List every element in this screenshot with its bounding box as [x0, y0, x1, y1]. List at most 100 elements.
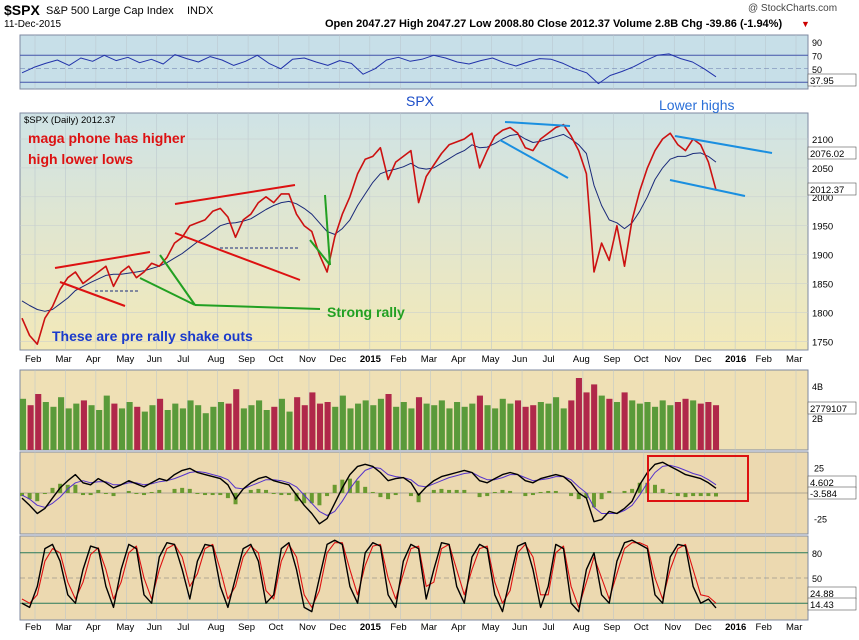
volume-bar — [339, 395, 346, 450]
volume-bar — [96, 410, 103, 450]
rsi-tick-label: 50 — [812, 65, 822, 75]
macd-histogram-bar — [302, 493, 307, 504]
macd-histogram-bar — [569, 493, 574, 497]
volume-bar — [157, 398, 164, 450]
volume-bar — [476, 395, 483, 450]
macd-histogram-bar — [225, 493, 230, 499]
macd-histogram-bar — [126, 490, 131, 493]
macd-histogram-bar — [187, 488, 192, 493]
macd-histogram-bar — [477, 493, 482, 498]
x-tick-label-price: Jun — [147, 354, 162, 365]
x-tick-label-price: Sep — [603, 354, 620, 365]
volume-bar — [316, 403, 324, 450]
macd-histogram-bar — [576, 493, 581, 500]
volume-bar — [65, 408, 72, 450]
macd-signal-line — [21, 464, 717, 516]
volume-bar — [621, 392, 628, 450]
x-tick-label-price: 2016 — [725, 354, 746, 365]
macd-histogram-bar — [538, 491, 543, 493]
volume-bar — [126, 402, 133, 450]
price-panel — [19, 112, 809, 351]
x-tick-label-bottom: Nov — [299, 622, 316, 633]
volume-bar — [73, 403, 80, 450]
x-tick-label-price: Jul — [177, 354, 189, 365]
volume-bar — [149, 405, 156, 450]
volume-bar — [256, 400, 263, 450]
volume-bar — [400, 402, 407, 450]
volume-bar — [667, 405, 674, 450]
volume-bar — [659, 400, 666, 450]
stochastic-value-2: 14.43 — [810, 600, 834, 611]
volume-bar — [217, 402, 225, 450]
volume-current-value: 2779107 — [810, 404, 847, 415]
volume-bar — [294, 397, 301, 450]
macd-histogram-bar — [363, 486, 368, 493]
annotation-strong-rally: Strong rally — [327, 304, 405, 320]
chevron-down-icon[interactable]: ▼ — [801, 19, 810, 29]
macd-histogram-bar — [210, 493, 215, 496]
stochastic-signal-line — [21, 542, 717, 608]
price-y-tick-label: 2100 — [812, 135, 833, 146]
annotation-spx: SPX — [406, 93, 435, 109]
green-line-2 — [194, 304, 321, 310]
x-tick-label-bottom: Dec — [695, 622, 712, 633]
volume-bar — [301, 405, 308, 450]
volume-bar — [172, 403, 179, 450]
price-y-tick-label: 2050 — [812, 164, 833, 175]
chart-exchange: INDX — [187, 5, 214, 17]
macd-histogram-bar — [660, 488, 665, 493]
volume-bar — [431, 405, 438, 450]
volume-bar — [514, 400, 522, 450]
volume-current-value-box — [807, 401, 857, 415]
annotation-lower-lows: high lower lows — [28, 151, 133, 167]
volume-bar — [35, 394, 42, 450]
red-trend-lower-1 — [59, 281, 126, 307]
annotation-lower-highs: Lower highs — [659, 97, 735, 113]
macd-histogram-bar — [416, 493, 421, 503]
x-tick-label-price: 2015 — [360, 354, 382, 365]
macd-histogram-bar — [508, 490, 513, 493]
x-tick-label-bottom: Mar — [786, 622, 802, 633]
volume-bar — [499, 398, 506, 450]
x-tick-label-bottom: Mar — [421, 622, 437, 633]
x-tick-label-price: Dec — [695, 354, 712, 365]
blue-trend-lower-1 — [499, 139, 569, 179]
x-tick-label-bottom: Jun — [147, 622, 162, 633]
x-tick-label-price: Mar — [786, 354, 802, 365]
macd-histogram-bar — [347, 478, 352, 493]
volume-bar — [58, 397, 65, 450]
x-tick-label-bottom: Aug — [573, 622, 590, 633]
rsi-current-value: 37.95 — [810, 76, 834, 87]
x-tick-label-bottom: 2016 — [725, 622, 746, 633]
macd-histogram-bar — [500, 489, 505, 493]
x-tick-label-price: Feb — [756, 354, 772, 365]
macd-histogram-bar — [454, 489, 459, 493]
macd-histogram-bar — [309, 493, 314, 504]
volume-bar — [674, 402, 681, 450]
macd-histogram-bar — [607, 490, 612, 493]
macd-line — [21, 461, 717, 525]
macd-histogram-bar — [370, 491, 375, 493]
red-trend-upper-1 — [54, 251, 151, 269]
x-tick-label-price: Nov — [299, 354, 316, 365]
x-tick-label-bottom: Sep — [603, 622, 620, 633]
macd-histogram-bar — [88, 493, 93, 496]
volume-bar — [438, 400, 445, 450]
macd-histogram-bar — [408, 493, 413, 497]
volume-bar — [530, 405, 537, 450]
volume-bar — [446, 408, 453, 450]
volume-bar — [636, 403, 643, 450]
macd-histogram-bar — [675, 493, 680, 497]
volume-bar — [332, 406, 339, 450]
x-tick-label-price: Nov — [664, 354, 681, 365]
x-tick-label-bottom: Jun — [512, 622, 527, 633]
rsi-tick-label: 70 — [812, 51, 822, 61]
macd-histogram-bar — [294, 493, 299, 502]
macd-histogram-bar — [286, 493, 291, 496]
volume-bar — [575, 378, 582, 450]
macd-histogram-bar — [439, 488, 444, 493]
macd-histogram-bar — [683, 493, 688, 498]
volume-bar — [50, 406, 57, 450]
macd-histogram-bar — [340, 479, 345, 493]
